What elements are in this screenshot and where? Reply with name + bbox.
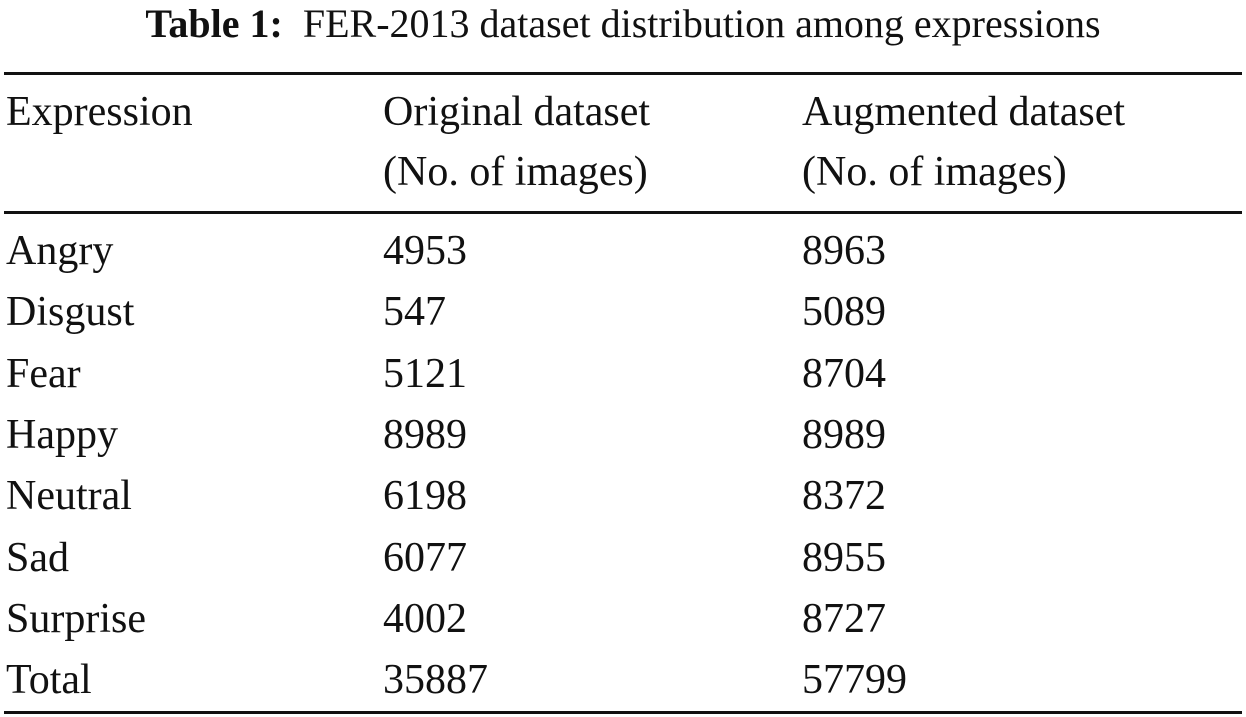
- header-augmented-dataset-unit: (No. of images): [802, 149, 1067, 195]
- original-count-cell: 4002: [383, 595, 467, 642]
- table-caption-label: Table 1:: [145, 1, 283, 46]
- header-original-dataset: Original dataset: [383, 89, 651, 135]
- table-caption: Table 1: FER-2013 dataset distribution a…: [0, 0, 1246, 52]
- table-top-rule: [4, 72, 1242, 75]
- expression-cell: Total: [6, 657, 92, 704]
- augmented-count-cell: 8955: [802, 534, 886, 581]
- original-count-cell: 6198: [383, 473, 467, 520]
- header-original-dataset-unit: (No. of images): [383, 149, 648, 195]
- header-augmented-dataset: Augmented dataset: [802, 89, 1126, 135]
- expression-cell: Surprise: [6, 595, 146, 642]
- expression-cell: Disgust: [6, 289, 135, 336]
- augmented-count-cell: 57799: [802, 657, 907, 704]
- table-header-rule: [4, 211, 1242, 214]
- table-bottom-rule: [4, 711, 1242, 714]
- augmented-count-cell: 8989: [802, 411, 886, 458]
- expression-cell: Happy: [6, 411, 118, 458]
- augmented-count-cell: 5089: [802, 289, 886, 336]
- original-count-cell: 4953: [383, 228, 467, 274]
- original-count-cell: 6077: [383, 534, 467, 581]
- original-count-cell: 5121: [383, 350, 467, 397]
- augmented-count-cell: 8963: [802, 228, 886, 274]
- expression-cell: Sad: [6, 534, 69, 581]
- augmented-count-cell: 8704: [802, 350, 886, 397]
- augmented-count-cell: 8727: [802, 595, 886, 642]
- original-count-cell: 547: [383, 289, 446, 336]
- table-caption-text: FER-2013 dataset distribution among expr…: [302, 1, 1101, 46]
- original-count-cell: 8989: [383, 411, 467, 458]
- expression-cell: Neutral: [6, 473, 132, 520]
- original-count-cell: 35887: [383, 657, 488, 704]
- augmented-count-cell: 8372: [802, 473, 886, 520]
- expression-cell: Fear: [6, 350, 81, 397]
- expression-cell: Angry: [6, 228, 114, 274]
- header-expression: Expression: [6, 89, 193, 135]
